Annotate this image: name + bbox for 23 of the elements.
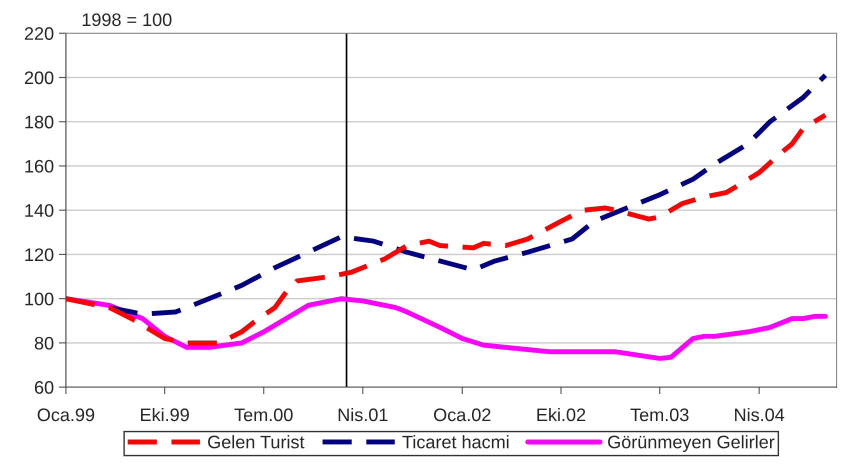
x-tick-label: Oca.02 xyxy=(434,408,490,422)
y-tick-label: 180 xyxy=(25,116,54,128)
line-series xyxy=(66,296,828,361)
y-tick-label: 200 xyxy=(24,71,54,84)
y-tick-label: 80 xyxy=(34,336,54,350)
y-tick-label: 120 xyxy=(25,248,54,262)
x-tick-label: Tem.03 xyxy=(630,408,689,422)
y-tick-label: 160 xyxy=(25,160,54,173)
text: 1998 = 100 xyxy=(82,13,172,26)
y-tick-label: 100 xyxy=(25,292,54,306)
x-tick-label: Eki.02 xyxy=(537,408,586,422)
x-tick-label: Nis.04 xyxy=(735,408,784,422)
y-tick-label: 60 xyxy=(34,381,54,394)
x-tick-label: Oca.99 xyxy=(38,408,94,422)
x-tick-label: Eki.99 xyxy=(141,408,189,422)
y-tick-label: 140 xyxy=(25,204,54,217)
line-series xyxy=(66,112,828,346)
legend-label: Ticaret hacmi xyxy=(402,435,508,448)
legend-label: Gelen Turist xyxy=(208,435,304,448)
x-tick-label: Tem.00 xyxy=(234,408,293,422)
y-tick-label: 220 xyxy=(24,27,54,40)
x-tick-label: Nis.01 xyxy=(338,408,388,422)
legend-label: Görünmeyen Gelirler xyxy=(608,435,774,452)
